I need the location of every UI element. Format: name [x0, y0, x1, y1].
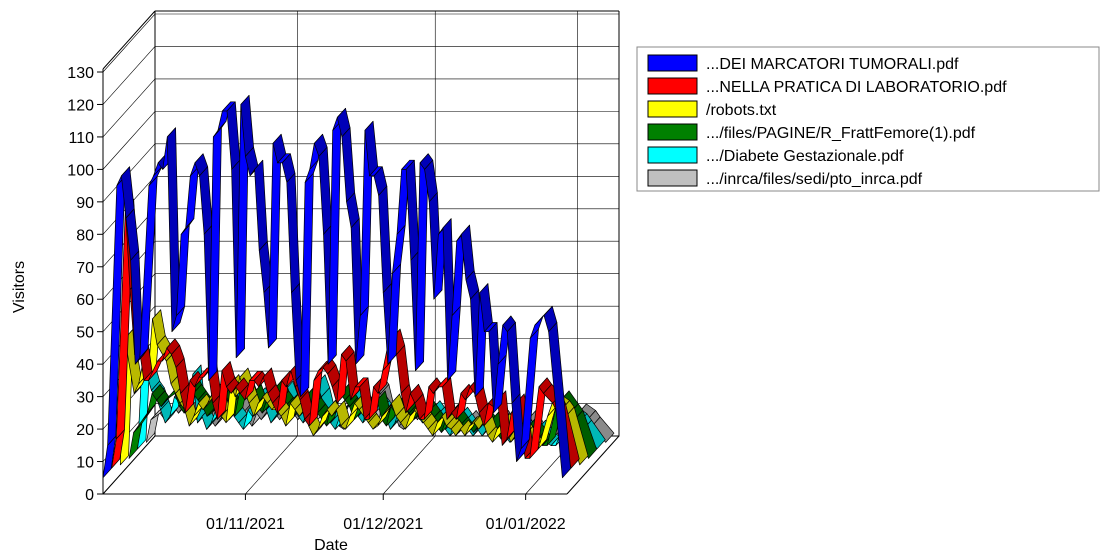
series-ribbons [102, 94, 615, 479]
gridline-x [245, 11, 298, 495]
x-tick-label: 01/11/2021 [206, 516, 285, 533]
y-tick-label: 110 [68, 130, 94, 147]
y-axis-title: Visitors [11, 261, 28, 313]
x-axis-ticks: 01/11/2021 01/12/2021 01/01/2022 [206, 494, 566, 533]
gridline-y [102, 78, 619, 138]
y-tick-label: 70 [76, 260, 94, 277]
ribbon-segment [460, 224, 475, 281]
ribbon-segment [199, 166, 213, 235]
gridline-y [102, 111, 619, 170]
y-tick-label: 100 [67, 162, 94, 179]
y-tick-label: 90 [76, 195, 94, 212]
ribbon-segment [506, 322, 521, 404]
ribbon-segment [226, 101, 241, 170]
legend-swatch [647, 169, 698, 187]
legend-label: .../files/PAGINE/R_FrattFemore(1).pdf [706, 125, 976, 142]
ribbon-segment [300, 172, 314, 397]
legend-box [636, 46, 1100, 192]
y-tick-label: 30 [76, 390, 94, 407]
x-axis-title: Date [314, 537, 348, 554]
y-tick-label: 10 [76, 455, 94, 472]
left-wall-top-edge [102, 10, 156, 70]
gridline-x [383, 11, 436, 495]
legend-label: .../Diabete Gestazionale.pdf [706, 148, 904, 165]
gridline-y [102, 46, 619, 105]
legend-swatch [647, 123, 698, 141]
x-tick-label: 01/12/2021 [343, 516, 423, 533]
x-tick-label: 01/01/2022 [486, 516, 566, 533]
y-axis-ticks: 0 10 20 30 40 50 60 70 80 90 100 110 120 130 [67, 65, 103, 504]
ribbon-segment [341, 127, 356, 203]
legend-swatch [647, 100, 698, 118]
legend-label: ...DEI MARCATORI TUMORALI.pdf [706, 56, 959, 73]
gridline-y [102, 13, 619, 73]
gridline-y [102, 143, 619, 203]
y-tick-label: 130 [67, 65, 94, 82]
y-tick-label: 20 [76, 422, 94, 439]
y-tick-label: 120 [67, 97, 94, 114]
y-tick-label: 0 [85, 487, 94, 504]
legend-label: ...NELLA PRATICA DI LABORATORIO.pdf [706, 79, 1007, 96]
legend-label: .../inrca/files/sedi/pto_inrca.pdf [706, 171, 923, 188]
legend-swatch [647, 146, 698, 164]
ribbon-segment [378, 185, 392, 294]
ribbon-segment [318, 146, 333, 235]
legend-swatch [647, 54, 698, 72]
legend: ...DEI MARCATORI TUMORALI.pdf ...NELLA PR… [636, 46, 1100, 192]
y-tick-label: 50 [76, 325, 94, 342]
gridline-y [102, 176, 619, 235]
y-tick-label: 60 [76, 292, 94, 309]
y-tick-label: 80 [76, 227, 94, 244]
legend-label: /robots.txt [706, 102, 777, 119]
y-tick-label: 40 [76, 357, 94, 374]
ribbon-segment [548, 322, 571, 479]
ribbon-segment [405, 159, 420, 261]
ribbon-segment [185, 166, 199, 229]
legend-swatch [647, 77, 698, 95]
gridline-y [102, 435, 619, 495]
floor-right-edge [566, 435, 620, 495]
ribbon-segment [254, 159, 268, 251]
series-ribbon [102, 94, 571, 479]
